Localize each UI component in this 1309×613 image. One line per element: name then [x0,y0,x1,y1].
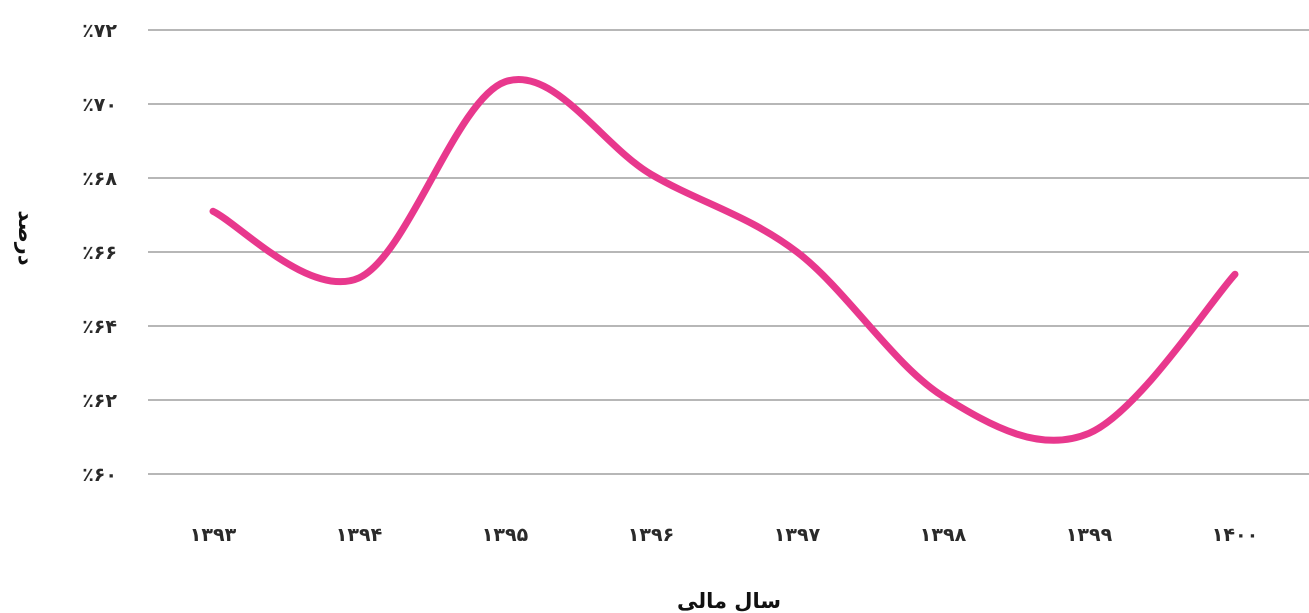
x-tick-label: ۱۳۹۴ [336,524,382,546]
x-tick-label: ۱۳۹۳ [190,524,237,546]
y-tick-label: ٪۶۲ [82,390,117,412]
y-tick-label: ٪۶۰ [82,464,117,486]
y-tick-label: ٪۷۲ [82,20,117,42]
x-tick-label: ۱۳۹۹ [1066,524,1113,546]
gridlines [148,29,1309,475]
x-tick-label: ۱۳۹۷ [774,524,821,546]
y-tick-label: ٪۷۰ [82,94,117,116]
y-axis-ticks: ٪۶۰ ٪۶۲ ٪۶۴ ٪۶۶ ٪۶۸ ٪۷۰ ٪۷۲ [82,20,117,486]
y-tick-label: ٪۶۸ [82,168,117,190]
x-tick-label: ۱۳۹۸ [920,524,967,546]
y-axis-title: درصد [14,210,38,266]
series-line [209,76,1239,444]
x-axis-ticks: ۱۳۹۳ ۱۳۹۴ ۱۳۹۵ ۱۳۹۶ ۱۳۹۷ ۱۳۹۸ ۱۳۹۹ ۱۴۰۰ [190,524,1258,546]
x-tick-label: ۱۳۹۶ [628,524,674,546]
x-tick-label: ۱۳۹۵ [482,524,529,546]
x-axis-title: سال مالی [677,589,781,613]
x-tick-label: ۱۴۰۰ [1212,524,1258,546]
y-tick-label: ٪۶۶ [82,242,117,264]
y-tick-label: ٪۶۴ [82,316,117,338]
